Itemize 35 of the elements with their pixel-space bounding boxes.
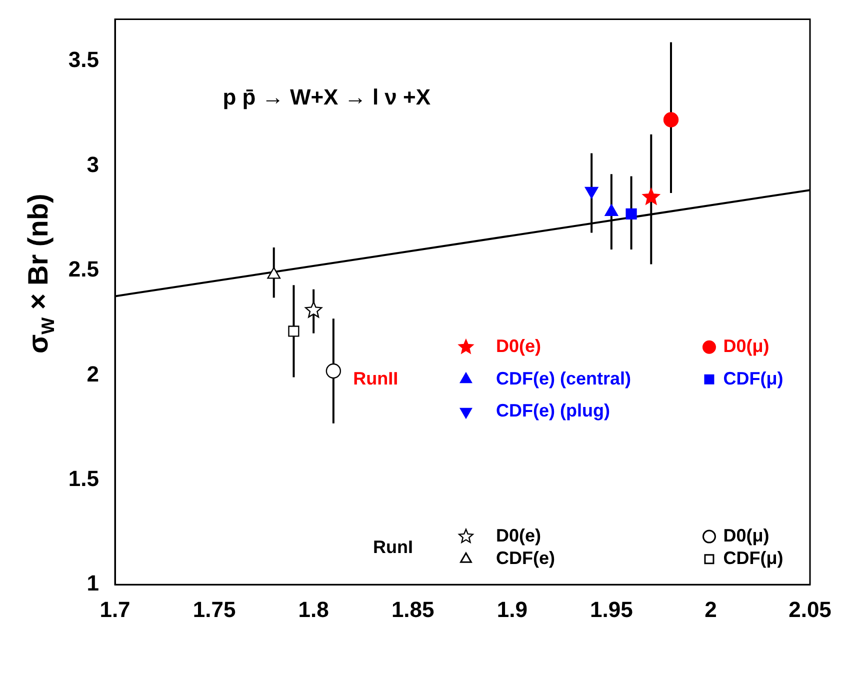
y-tick-label: 3.5 xyxy=(68,47,99,72)
annotation: RunI xyxy=(373,536,413,557)
y-tick-label: 3 xyxy=(86,152,99,177)
y-axis-title: σW × Br (nb) xyxy=(22,194,58,354)
y-tick-label: 2 xyxy=(86,361,99,386)
point xyxy=(267,267,281,279)
legend-label: CDF(e) xyxy=(496,548,555,568)
x-tick-label: 1.95 xyxy=(590,596,633,622)
legend-label: D0(μ) xyxy=(723,526,770,546)
legend-label: CDF(μ) xyxy=(723,548,784,568)
annotation: RunII xyxy=(353,368,398,388)
x-tick-label: 1.75 xyxy=(192,596,236,622)
y-tick-label: 1 xyxy=(86,570,99,596)
point xyxy=(663,112,679,128)
x-tick-label: 1.7 xyxy=(100,596,130,622)
point xyxy=(642,188,660,205)
legend-label: CDF(μ) xyxy=(723,368,784,388)
point xyxy=(288,326,300,337)
point xyxy=(626,208,637,220)
text: p p̄ → W+X → l ν +X xyxy=(222,84,431,110)
x-tick-label: 1.9 xyxy=(496,596,528,622)
x-tick-label: 1.85 xyxy=(391,596,434,622)
point xyxy=(304,301,322,318)
legend-label: CDF(e) (plug) xyxy=(496,400,610,421)
point xyxy=(604,204,618,216)
y-tick-label: 2.5 xyxy=(68,256,99,282)
legend-label: CDF(e) (central) xyxy=(496,368,631,388)
legend-label: D0(e) xyxy=(496,336,541,356)
x-tick-label: 2.05 xyxy=(788,596,832,622)
point xyxy=(326,363,342,379)
legend-label: D0(e) xyxy=(496,526,541,546)
x-tick-label: 1.8 xyxy=(298,596,329,622)
y-tick-label: 1.5 xyxy=(68,466,99,491)
legend-label: D0(μ) xyxy=(723,336,770,356)
x-tick-label: 2 xyxy=(704,596,717,622)
